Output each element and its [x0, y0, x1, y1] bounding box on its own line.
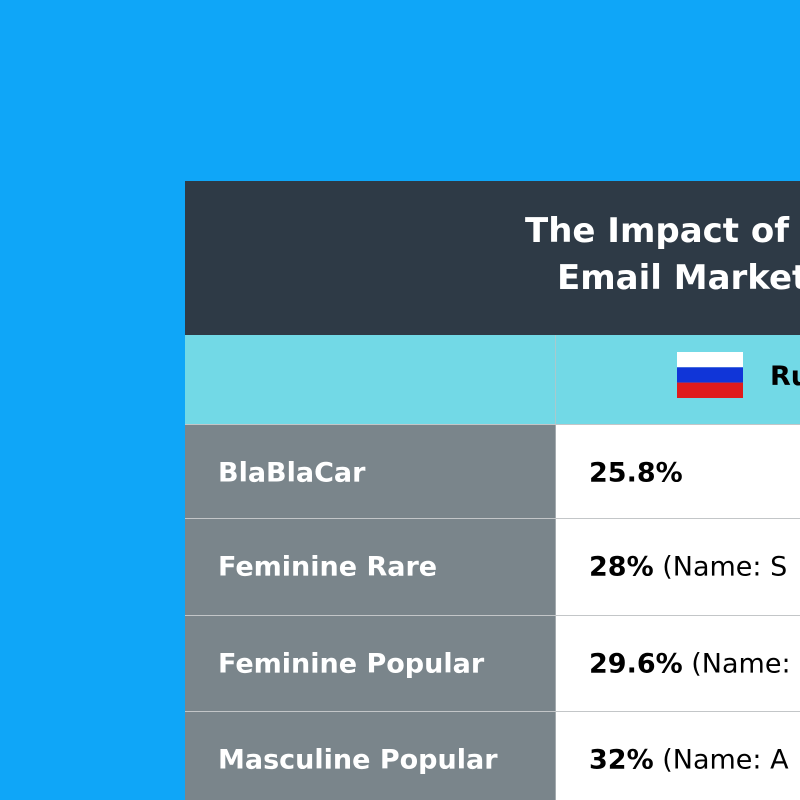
table-header: The Impact of Email Market	[185, 181, 800, 335]
value: 25.8%	[589, 457, 683, 489]
row-label: BlaBlaCar	[218, 457, 366, 489]
value: 28%	[589, 551, 654, 583]
table-card: The Impact of Email Market Ru BlaBlaCar 2…	[185, 181, 800, 800]
value-cell: 29.6% (Name:	[589, 649, 791, 680]
value: 32%	[589, 744, 654, 776]
divider	[555, 335, 556, 424]
title-line: The Impact of	[525, 211, 790, 251]
row-label: Masculine Popular	[218, 744, 498, 776]
column-header-row: Ru	[185, 335, 800, 424]
row-label-cell: Masculine Popular	[185, 712, 556, 800]
value-note: (Name:	[691, 648, 791, 680]
row-label: Feminine Popular	[218, 648, 485, 680]
row-label-cell: Feminine Rare	[185, 519, 556, 615]
value: 29.6%	[589, 648, 683, 680]
flag-russia	[677, 352, 743, 398]
value-cell: 28% (Name: S	[589, 552, 787, 583]
table-row: BlaBlaCar 25.8%	[185, 424, 800, 521]
row-label-cell: BlaBlaCar	[185, 425, 556, 521]
row-label-cell: Feminine Popular	[185, 616, 556, 712]
title-line: Email Market	[557, 258, 800, 298]
value-cell: 25.8%	[589, 458, 683, 489]
value-cell: 32% (Name: A	[589, 745, 789, 776]
row-label: Feminine Rare	[218, 551, 438, 583]
table-row: Feminine Rare 28% (Name: S	[185, 518, 800, 615]
column-header: Ru	[770, 361, 800, 392]
table-row: Feminine Popular 29.6% (Name:	[185, 615, 800, 712]
value-note: (Name: S	[662, 551, 788, 583]
table-row: Masculine Popular 32% (Name: A	[185, 711, 800, 800]
value-note: (Name: A	[662, 744, 789, 776]
